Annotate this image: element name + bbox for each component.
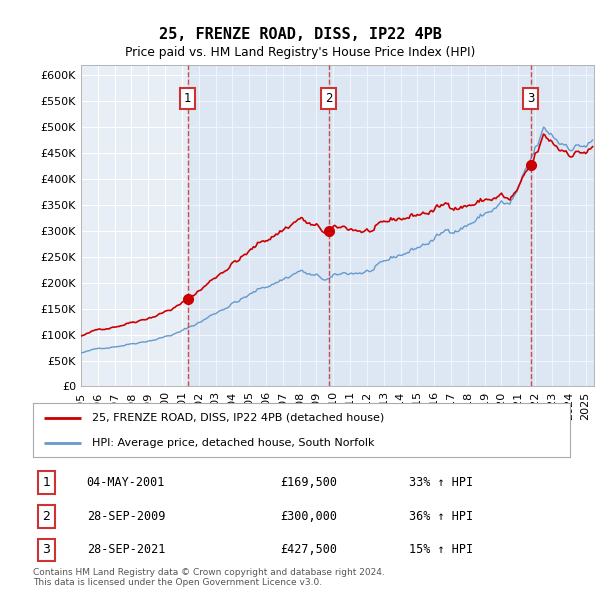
Text: £300,000: £300,000 [280, 510, 337, 523]
Text: 2: 2 [43, 510, 50, 523]
Text: 25, FRENZE ROAD, DISS, IP22 4PB: 25, FRENZE ROAD, DISS, IP22 4PB [158, 27, 442, 41]
Text: 3: 3 [527, 92, 535, 105]
Text: 33% ↑ HPI: 33% ↑ HPI [409, 476, 473, 489]
Bar [329, 65, 531, 386]
Bar [81, 65, 188, 386]
Text: 04-MAY-2001: 04-MAY-2001 [87, 476, 165, 489]
Text: 36% ↑ HPI: 36% ↑ HPI [409, 510, 473, 523]
Bar [188, 65, 329, 386]
Text: 1: 1 [184, 92, 191, 105]
Text: £427,500: £427,500 [280, 543, 337, 556]
Text: Contains HM Land Registry data © Crown copyright and database right 2024.
This d: Contains HM Land Registry data © Crown c… [33, 568, 385, 587]
Text: Price paid vs. HM Land Registry's House Price Index (HPI): Price paid vs. HM Land Registry's House … [125, 46, 475, 59]
Text: 1: 1 [43, 476, 50, 489]
Text: 3: 3 [43, 543, 50, 556]
Text: £169,500: £169,500 [280, 476, 337, 489]
Text: 25, FRENZE ROAD, DISS, IP22 4PB (detached house): 25, FRENZE ROAD, DISS, IP22 4PB (detache… [92, 412, 385, 422]
Text: HPI: Average price, detached house, South Norfolk: HPI: Average price, detached house, Sout… [92, 438, 374, 448]
Text: 2: 2 [325, 92, 332, 105]
Text: 15% ↑ HPI: 15% ↑ HPI [409, 543, 473, 556]
Text: 28-SEP-2021: 28-SEP-2021 [87, 543, 165, 556]
Text: 28-SEP-2009: 28-SEP-2009 [87, 510, 165, 523]
Bar [531, 65, 594, 386]
